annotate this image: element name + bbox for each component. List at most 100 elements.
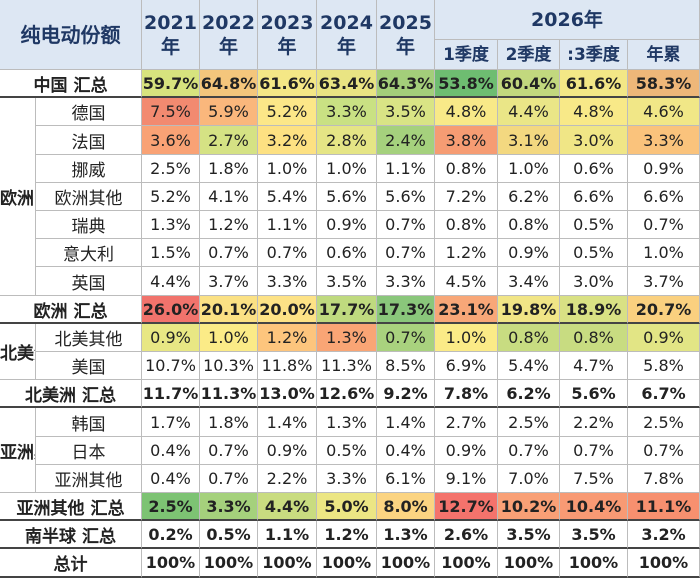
row-label: 英国 (36, 267, 142, 296)
table-cell: 0.8% (498, 324, 560, 352)
table-cell: 7.5% (560, 465, 628, 493)
table-cell: 3.2% (258, 126, 317, 155)
table-cell: 1.4% (377, 408, 435, 437)
year-suffix: 年 (277, 35, 297, 58)
year-label: 2021 (144, 11, 197, 34)
table-cell: 0.9% (435, 437, 498, 465)
table-cell: 100% (200, 549, 258, 578)
table-cell: 100% (498, 549, 560, 578)
table-cell: 20.7% (628, 296, 700, 324)
table-cell: 5.4% (498, 352, 560, 380)
table-cell: 3.3% (317, 98, 377, 126)
table-cell: 9.2% (377, 380, 435, 408)
table-cell: 0.7% (498, 437, 560, 465)
table-cell: 5.2% (142, 183, 200, 211)
table-cell: 1.3% (142, 211, 200, 239)
table-cell: 1.8% (200, 155, 258, 183)
table-cell: 8.5% (377, 352, 435, 380)
row-label: 欧洲其他 (36, 183, 142, 211)
row-label: 总计 (0, 549, 142, 578)
table-cell: 3.6% (142, 126, 200, 155)
table-cell: 7.8% (435, 380, 498, 408)
row-label: 美国 (36, 352, 142, 380)
table-cell: 3.8% (435, 126, 498, 155)
table-cell: 4.5% (435, 267, 498, 296)
row-label: 欧洲 汇总 (0, 296, 142, 324)
table-cell: 19.8% (498, 296, 560, 324)
table-cell: 4.6% (628, 98, 700, 126)
table-cell: 8.0% (377, 493, 435, 521)
row-label: 北美洲 汇总 (0, 380, 142, 408)
region-group-label: 欧洲 (0, 98, 36, 296)
table-cell: 9.1% (435, 465, 498, 493)
table-cell: 0.9% (317, 211, 377, 239)
table-cell: 11.7% (142, 380, 200, 408)
table-cell: 12.6% (317, 380, 377, 408)
table-cell: 0.4% (142, 437, 200, 465)
table-cell: 17.7% (317, 296, 377, 324)
region-group-label: 北美洲 (0, 323, 36, 381)
table-cell: 0.7% (200, 239, 258, 267)
table-cell: 6.9% (435, 352, 498, 380)
year-label: 2023 (260, 11, 314, 34)
table-cell: 2.6% (435, 521, 498, 549)
table-cell: 0.9% (498, 239, 560, 267)
table-cell: 58.3% (628, 70, 700, 98)
table-cell: 4.4% (498, 98, 560, 126)
table-cell: 100% (628, 549, 700, 578)
table-cell: 2.5% (142, 493, 200, 521)
table-cell: 1.2% (317, 521, 377, 549)
table-cell: 11.8% (258, 352, 317, 380)
table-cell: 3.3% (377, 267, 435, 296)
row-label: 亚洲其他 (36, 465, 142, 493)
table-cell: 100% (317, 549, 377, 578)
table-cell: 1.3% (377, 521, 435, 549)
table-cell: 0.8% (498, 211, 560, 239)
table-cell: 26.0% (142, 296, 200, 324)
table-cell: 7.2% (435, 183, 498, 211)
table-cell: 10.3% (200, 352, 258, 380)
table-cell: 4.4% (258, 493, 317, 521)
table-cell: 64.3% (377, 70, 435, 98)
table-cell: 0.5% (317, 437, 377, 465)
region-group-label: 亚洲其 (0, 408, 36, 493)
table-cell: 1.4% (258, 408, 317, 437)
table-cell: 0.4% (142, 465, 200, 493)
row-label: 中国 汇总 (0, 70, 142, 98)
table-cell: 3.2% (628, 521, 700, 549)
table-cell: 5.2% (258, 98, 317, 126)
row-label: 挪威 (36, 155, 142, 183)
year-suffix: 年 (218, 35, 238, 58)
year-suffix: 年 (395, 35, 415, 58)
table-cell: 1.0% (628, 239, 700, 267)
quarter-header: 1季度 (435, 40, 498, 70)
table-cell: 1.1% (258, 521, 317, 549)
year-header-2026: 2026年 (435, 0, 700, 40)
table-cell: 1.7% (142, 408, 200, 437)
table-cell: 11.3% (200, 380, 258, 408)
table-cell: 6.7% (628, 380, 700, 408)
table-cell: 3.1% (498, 126, 560, 155)
table-cell: 0.5% (200, 521, 258, 549)
table-cell: 10.7% (142, 352, 200, 380)
table-cell: 1.0% (435, 324, 498, 352)
year-suffix: 年 (160, 35, 180, 58)
table-cell: 3.0% (560, 126, 628, 155)
table-cell: 100% (142, 549, 200, 578)
table-cell: 3.3% (317, 465, 377, 493)
table-cell: 4.8% (435, 98, 498, 126)
table-cell: 20.1% (200, 296, 258, 324)
table-cell: 0.6% (317, 239, 377, 267)
table-cell: 3.0% (560, 267, 628, 296)
table-cell: 2.7% (200, 126, 258, 155)
table-cell: 0.7% (200, 437, 258, 465)
table-cell: 3.5% (377, 98, 435, 126)
row-label: 韩国 (36, 408, 142, 437)
table-cell: 0.9% (258, 437, 317, 465)
table-cell: 4.1% (200, 183, 258, 211)
table-cell: 0.7% (628, 211, 700, 239)
table-cell: 0.7% (560, 437, 628, 465)
table-cell: 7.5% (142, 98, 200, 126)
table-cell: 1.1% (258, 211, 317, 239)
table-cell: 1.0% (317, 155, 377, 183)
